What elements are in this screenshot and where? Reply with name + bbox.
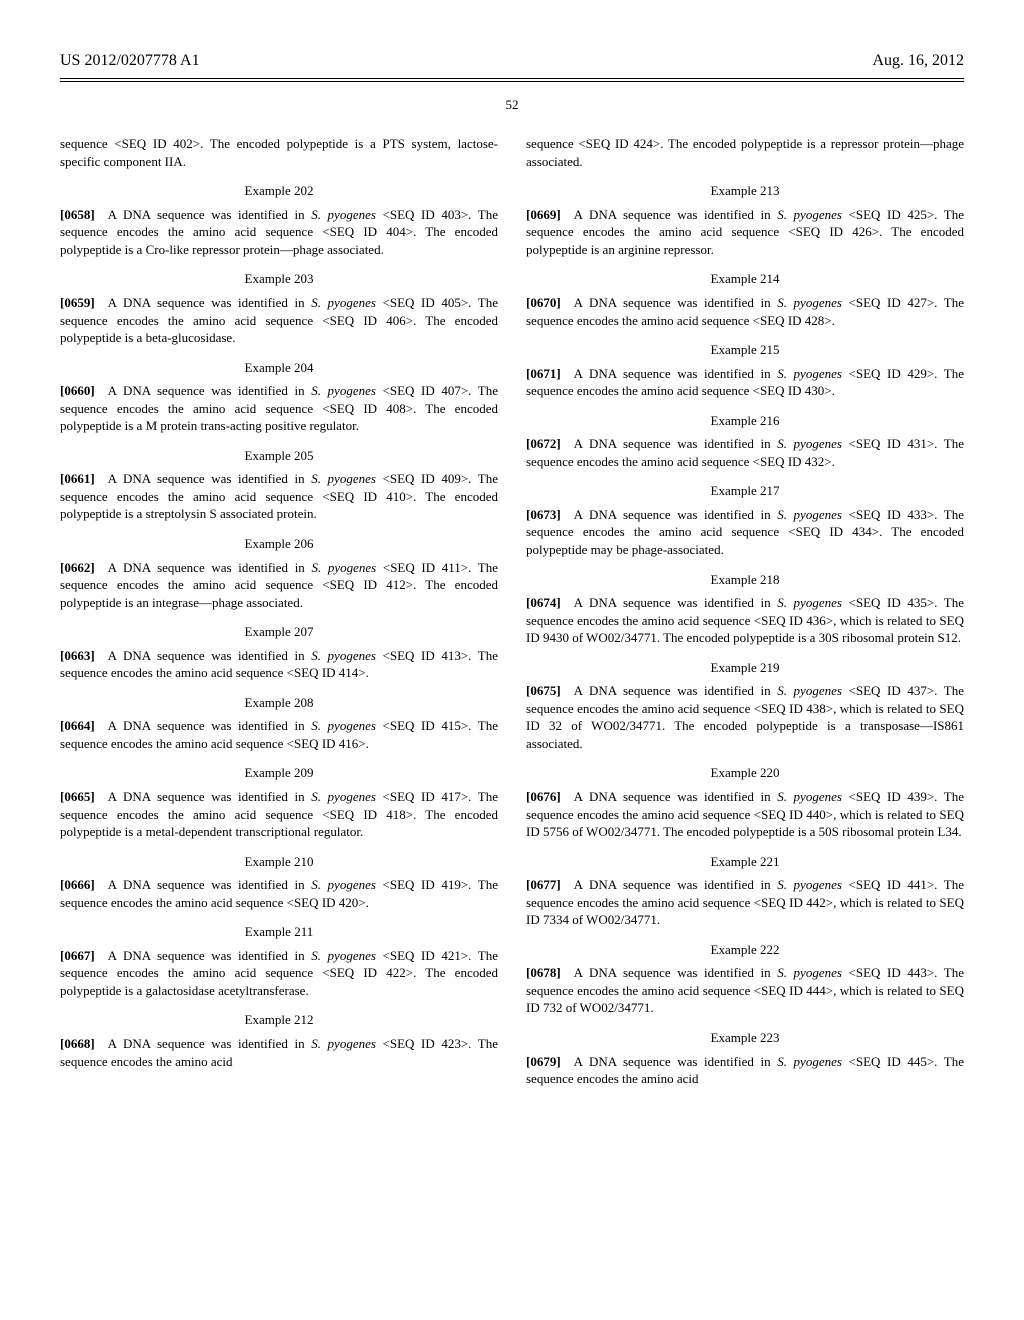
paragraph-number: [0660]	[60, 383, 95, 398]
paragraph-number: [0675]	[526, 683, 561, 698]
example-heading: Example 219	[526, 659, 964, 677]
paragraph-number: [0659]	[60, 295, 95, 310]
example-paragraph: [0663] A DNA sequence was identified in …	[60, 647, 498, 682]
example-heading: Example 218	[526, 571, 964, 589]
pub-number: US 2012/0207778 A1	[60, 50, 200, 72]
example-heading: Example 205	[60, 447, 498, 465]
header-rule-thick	[60, 78, 964, 79]
example-paragraph: [0659] A DNA sequence was identified in …	[60, 294, 498, 347]
species-name: S. pyogenes	[311, 295, 376, 310]
species-name: S. pyogenes	[777, 207, 842, 222]
page-header: US 2012/0207778 A1 Aug. 16, 2012	[60, 50, 964, 72]
example-heading: Example 214	[526, 270, 964, 288]
example-heading: Example 221	[526, 853, 964, 871]
example-heading: Example 207	[60, 623, 498, 641]
example-heading: Example 209	[60, 764, 498, 782]
example-paragraph: [0668] A DNA sequence was identified in …	[60, 1035, 498, 1070]
paragraph-number: [0679]	[526, 1054, 561, 1069]
paragraph-number: [0674]	[526, 595, 561, 610]
example-paragraph: [0660] A DNA sequence was identified in …	[60, 382, 498, 435]
paragraph-number: [0668]	[60, 1036, 95, 1051]
example-paragraph: [0673] A DNA sequence was identified in …	[526, 506, 964, 559]
example-paragraph: [0675] A DNA sequence was identified in …	[526, 682, 964, 752]
example-heading: Example 208	[60, 694, 498, 712]
example-heading: Example 203	[60, 270, 498, 288]
paragraph-number: [0677]	[526, 877, 561, 892]
example-paragraph: [0671] A DNA sequence was identified in …	[526, 365, 964, 400]
species-name: S. pyogenes	[311, 1036, 376, 1051]
body-columns: sequence <SEQ ID 402>. The encoded polyp…	[60, 135, 964, 1094]
example-paragraph: [0666] A DNA sequence was identified in …	[60, 876, 498, 911]
paragraph-number: [0664]	[60, 718, 95, 733]
species-name: S. pyogenes	[777, 366, 842, 381]
example-paragraph: [0662] A DNA sequence was identified in …	[60, 559, 498, 612]
example-paragraph: [0670] A DNA sequence was identified in …	[526, 294, 964, 329]
paragraph-number: [0669]	[526, 207, 561, 222]
paragraph-number: [0672]	[526, 436, 561, 451]
paragraph-number: [0658]	[60, 207, 95, 222]
example-heading: Example 216	[526, 412, 964, 430]
species-name: S. pyogenes	[311, 383, 376, 398]
example-heading: Example 223	[526, 1029, 964, 1047]
paragraph-number: [0676]	[526, 789, 561, 804]
example-paragraph: [0669] A DNA sequence was identified in …	[526, 206, 964, 259]
species-name: S. pyogenes	[777, 965, 842, 980]
example-paragraph: [0661] A DNA sequence was identified in …	[60, 470, 498, 523]
example-paragraph: [0679] A DNA sequence was identified in …	[526, 1053, 964, 1088]
species-name: S. pyogenes	[777, 1054, 842, 1069]
right-continuation: sequence <SEQ ID 424>. The encoded polyp…	[526, 135, 964, 170]
species-name: S. pyogenes	[311, 207, 376, 222]
example-paragraph: [0678] A DNA sequence was identified in …	[526, 964, 964, 1017]
species-name: S. pyogenes	[777, 789, 842, 804]
example-heading: Example 217	[526, 482, 964, 500]
example-heading: Example 204	[60, 359, 498, 377]
paragraph-number: [0663]	[60, 648, 95, 663]
species-name: S. pyogenes	[311, 560, 376, 575]
example-heading: Example 220	[526, 764, 964, 782]
species-name: S. pyogenes	[311, 648, 376, 663]
paragraph-number: [0678]	[526, 965, 561, 980]
paragraph-number: [0670]	[526, 295, 561, 310]
example-heading: Example 202	[60, 182, 498, 200]
page-number: 52	[60, 96, 964, 114]
example-paragraph: [0672] A DNA sequence was identified in …	[526, 435, 964, 470]
example-heading: Example 210	[60, 853, 498, 871]
example-paragraph: [0667] A DNA sequence was identified in …	[60, 947, 498, 1000]
example-heading: Example 222	[526, 941, 964, 959]
species-name: S. pyogenes	[777, 877, 842, 892]
species-name: S. pyogenes	[311, 789, 376, 804]
paragraph-number: [0665]	[60, 789, 95, 804]
pub-date: Aug. 16, 2012	[872, 50, 964, 72]
example-paragraph: [0665] A DNA sequence was identified in …	[60, 788, 498, 841]
left-examples: Example 202 [0658] A DNA sequence was ide…	[60, 182, 498, 1070]
paragraph-number: [0673]	[526, 507, 561, 522]
paragraph-number: [0671]	[526, 366, 561, 381]
paragraph-number: [0661]	[60, 471, 95, 486]
species-name: S. pyogenes	[777, 595, 842, 610]
paragraph-number: [0666]	[60, 877, 95, 892]
species-name: S. pyogenes	[311, 471, 376, 486]
species-name: S. pyogenes	[777, 295, 842, 310]
example-paragraph: [0677] A DNA sequence was identified in …	[526, 876, 964, 929]
example-heading: Example 211	[60, 923, 498, 941]
example-paragraph: [0664] A DNA sequence was identified in …	[60, 717, 498, 752]
example-heading: Example 213	[526, 182, 964, 200]
left-continuation: sequence <SEQ ID 402>. The encoded polyp…	[60, 135, 498, 170]
header-rule-thin	[60, 81, 964, 82]
example-heading: Example 215	[526, 341, 964, 359]
paragraph-number: [0662]	[60, 560, 95, 575]
example-paragraph: [0676] A DNA sequence was identified in …	[526, 788, 964, 841]
example-paragraph: [0674] A DNA sequence was identified in …	[526, 594, 964, 647]
species-name: S. pyogenes	[777, 507, 842, 522]
species-name: S. pyogenes	[311, 877, 376, 892]
example-heading: Example 206	[60, 535, 498, 553]
species-name: S. pyogenes	[311, 948, 376, 963]
example-heading: Example 212	[60, 1011, 498, 1029]
species-name: S. pyogenes	[777, 436, 842, 451]
species-name: S. pyogenes	[777, 683, 842, 698]
right-examples: Example 213 [0669] A DNA sequence was ide…	[526, 182, 964, 1087]
example-paragraph: [0658] A DNA sequence was identified in …	[60, 206, 498, 259]
paragraph-number: [0667]	[60, 948, 95, 963]
species-name: S. pyogenes	[311, 718, 376, 733]
